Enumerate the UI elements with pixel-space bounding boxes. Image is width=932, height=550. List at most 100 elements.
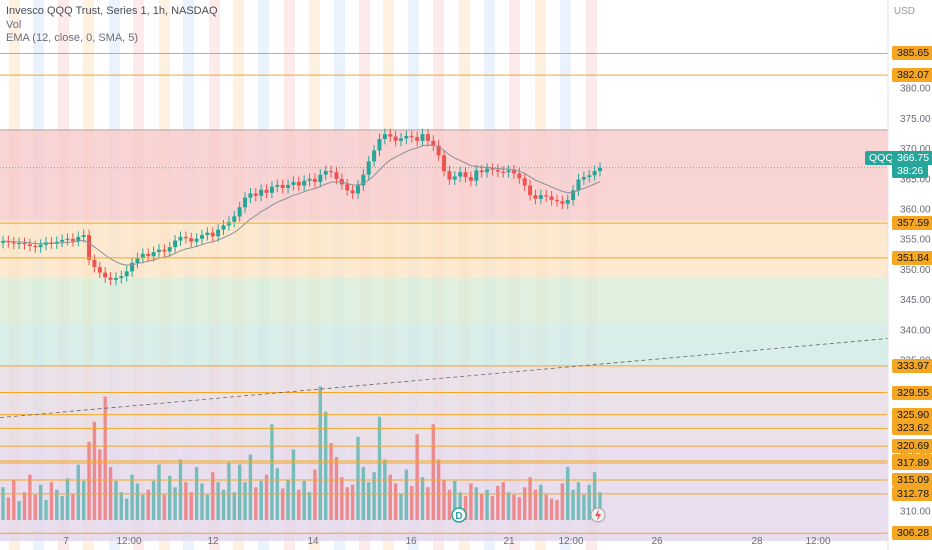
candle-body[interactable] — [458, 172, 463, 177]
candle-body[interactable] — [447, 171, 452, 180]
candle-body[interactable] — [286, 184, 291, 188]
candle-body[interactable] — [318, 174, 323, 182]
candle-body[interactable] — [490, 168, 495, 170]
candle-body[interactable] — [485, 168, 490, 173]
candle-body[interactable] — [366, 161, 371, 175]
candle-body[interactable] — [571, 190, 576, 201]
candle-body[interactable] — [226, 221, 231, 226]
candle-body[interactable] — [522, 178, 527, 186]
candle-body[interactable] — [404, 135, 409, 139]
candle-body[interactable] — [259, 189, 264, 196]
level-price-tag[interactable]: 329.55 — [892, 385, 932, 400]
candle-body[interactable] — [377, 139, 382, 151]
candle-body[interactable] — [544, 195, 549, 197]
candle-body[interactable] — [334, 172, 339, 179]
candle-body[interactable] — [81, 235, 86, 237]
candle-body[interactable] — [581, 177, 586, 180]
legend-volume[interactable]: Vol — [6, 18, 22, 31]
candle-body[interactable] — [17, 242, 22, 245]
candle-body[interactable] — [302, 180, 307, 186]
candle-body[interactable] — [22, 242, 27, 245]
candle-body[interactable] — [243, 197, 248, 208]
candle-body[interactable] — [528, 185, 533, 196]
candle-body[interactable] — [495, 169, 500, 172]
candle-body[interactable] — [124, 271, 129, 277]
candle-body[interactable] — [173, 240, 178, 248]
candle-body[interactable] — [108, 277, 113, 280]
candle-body[interactable] — [388, 134, 393, 137]
level-price-tag[interactable]: 385.65 — [892, 46, 932, 61]
candle-body[interactable] — [119, 276, 124, 279]
candle-body[interactable] — [151, 252, 156, 257]
candle-body[interactable] — [253, 193, 258, 196]
level-price-tag[interactable]: 317.89 — [892, 456, 932, 471]
candle-body[interactable] — [216, 229, 221, 237]
candle-body[interactable] — [474, 170, 479, 181]
candle-body[interactable] — [431, 140, 436, 146]
candle-body[interactable] — [452, 176, 457, 180]
candle-body[interactable] — [312, 178, 317, 182]
candle-body[interactable] — [38, 244, 43, 248]
currency-label[interactable]: USD — [893, 6, 915, 17]
candle-body[interactable] — [189, 238, 194, 242]
candle-body[interactable] — [210, 232, 215, 237]
candle-body[interactable] — [345, 184, 350, 191]
candle-body[interactable] — [296, 181, 301, 186]
candle-body[interactable] — [280, 184, 285, 188]
level-price-tag[interactable]: 312.78 — [892, 486, 932, 501]
candle-body[interactable] — [269, 186, 274, 193]
candle-body[interactable] — [307, 178, 312, 181]
candle-body[interactable] — [350, 190, 355, 194]
candle-body[interactable] — [130, 262, 135, 272]
candle-body[interactable] — [264, 189, 269, 193]
candle-body[interactable] — [65, 238, 70, 240]
candle-body[interactable] — [549, 196, 554, 201]
candle-body[interactable] — [49, 242, 54, 244]
candle-body[interactable] — [178, 236, 183, 241]
level-price-tag[interactable]: 351.84 — [892, 250, 932, 265]
candle-body[interactable] — [409, 135, 414, 138]
candle-body[interactable] — [393, 136, 398, 141]
candle-body[interactable] — [382, 134, 387, 140]
candle-body[interactable] — [511, 170, 516, 174]
candle-body[interactable] — [420, 134, 425, 141]
candle-body[interactable] — [162, 249, 167, 252]
candle-body[interactable] — [11, 242, 16, 244]
candle-body[interactable] — [442, 155, 447, 172]
level-price-tag[interactable]: 325.90 — [892, 407, 932, 422]
trend-line[interactable] — [0, 338, 889, 419]
candle-body[interactable] — [27, 244, 32, 246]
candle-body[interactable] — [468, 177, 473, 181]
level-price-tag[interactable]: 382.07 — [892, 68, 932, 83]
candle-body[interactable] — [479, 170, 484, 173]
candle-body[interactable] — [146, 253, 151, 257]
candle-body[interactable] — [205, 232, 210, 236]
candle-body[interactable] — [576, 179, 581, 191]
candle-body[interactable] — [97, 267, 102, 273]
candle-body[interactable] — [560, 201, 565, 204]
candle-body[interactable] — [275, 184, 280, 187]
candle-body[interactable] — [156, 249, 161, 253]
candle-body[interactable] — [501, 171, 506, 173]
level-price-tag[interactable]: 357.59 — [892, 216, 932, 231]
candle-body[interactable] — [565, 200, 570, 204]
candle-body[interactable] — [587, 175, 592, 178]
candle-body[interactable] — [425, 134, 430, 141]
candle-body[interactable] — [135, 258, 140, 263]
candle-body[interactable] — [415, 137, 420, 141]
candle-body[interactable] — [76, 236, 81, 242]
candle-body[interactable] — [533, 195, 538, 199]
candle-body[interactable] — [237, 207, 242, 217]
level-price-tag[interactable]: 306.28 — [892, 526, 932, 541]
candle-body[interactable] — [113, 278, 118, 280]
candle-body[interactable] — [54, 241, 59, 244]
level-price-tag[interactable]: 323.62 — [892, 421, 932, 436]
candle-body[interactable] — [517, 173, 522, 179]
level-price-tag[interactable]: 315.09 — [892, 472, 932, 487]
candle-body[interactable] — [194, 238, 199, 242]
candle-body[interactable] — [1, 241, 5, 243]
candle-body[interactable] — [361, 174, 366, 186]
candle-body[interactable] — [70, 238, 75, 242]
candle-body[interactable] — [291, 181, 296, 185]
